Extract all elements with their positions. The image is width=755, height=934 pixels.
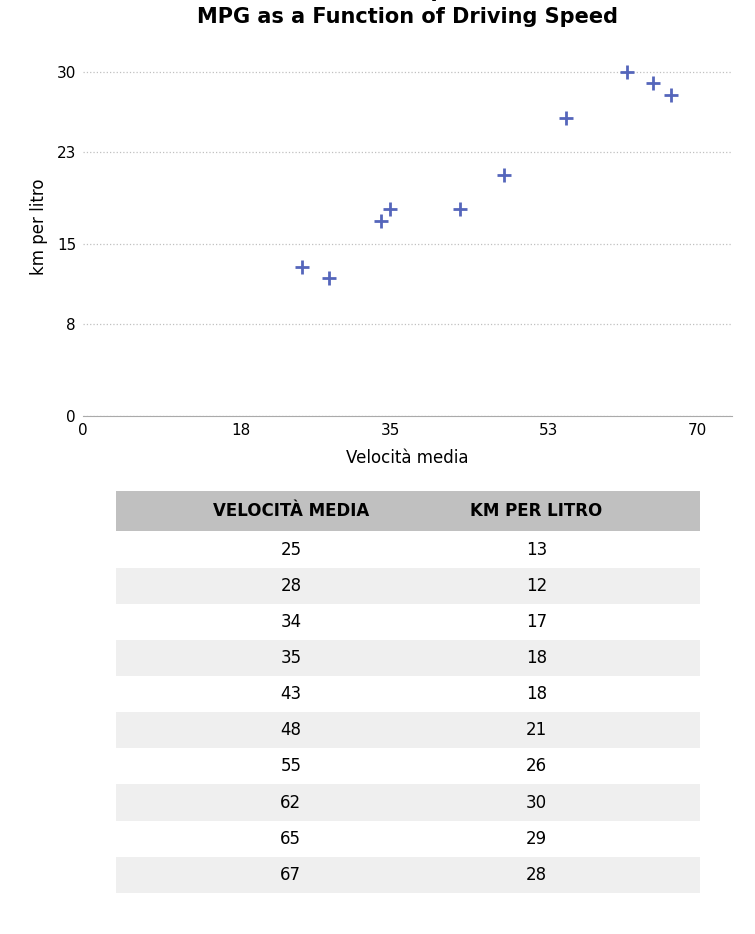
Text: 48: 48	[280, 721, 301, 739]
Text: VELOCITÀ MEDIA: VELOCITÀ MEDIA	[213, 502, 369, 520]
Point	[665, 87, 677, 102]
Text: 25: 25	[280, 541, 301, 559]
Text: 65: 65	[280, 829, 301, 848]
Point	[322, 271, 334, 286]
Point	[455, 202, 467, 217]
Text: 12: 12	[525, 576, 547, 595]
Text: 30: 30	[525, 794, 547, 812]
Bar	[116, 568, 700, 603]
Point	[384, 202, 396, 217]
Text: 55: 55	[280, 757, 301, 775]
Bar	[116, 748, 700, 785]
Text: 13: 13	[525, 541, 547, 559]
Point	[621, 64, 633, 79]
Bar	[116, 640, 700, 676]
Text: 67: 67	[280, 866, 301, 884]
Bar	[116, 531, 700, 568]
Bar	[116, 821, 700, 856]
Text: KM PER LITRO: KM PER LITRO	[470, 502, 602, 520]
Bar	[116, 856, 700, 893]
Point	[375, 214, 387, 229]
Point	[498, 167, 510, 182]
Text: 18: 18	[525, 686, 547, 703]
Point	[647, 76, 659, 91]
Text: 28: 28	[280, 576, 301, 595]
Point	[297, 260, 309, 275]
Title: Grafico a dispersione
MPG as a Function of Driving Speed: Grafico a dispersione MPG as a Function …	[197, 0, 618, 27]
Text: 17: 17	[525, 613, 547, 630]
Text: 28: 28	[525, 866, 547, 884]
Text: 26: 26	[525, 757, 547, 775]
Bar	[116, 676, 700, 713]
Text: 18: 18	[525, 649, 547, 667]
Y-axis label: km per litro: km per litro	[30, 178, 48, 275]
Text: 21: 21	[525, 721, 547, 739]
Text: 43: 43	[280, 686, 301, 703]
Text: 62: 62	[280, 794, 301, 812]
X-axis label: Velocità media: Velocità media	[347, 449, 469, 467]
Text: 29: 29	[525, 829, 547, 848]
Point	[559, 110, 572, 125]
Bar	[116, 785, 700, 821]
Bar	[116, 713, 700, 748]
Bar	[116, 491, 700, 531]
Text: 34: 34	[280, 613, 301, 630]
Text: 35: 35	[280, 649, 301, 667]
Bar	[116, 603, 700, 640]
